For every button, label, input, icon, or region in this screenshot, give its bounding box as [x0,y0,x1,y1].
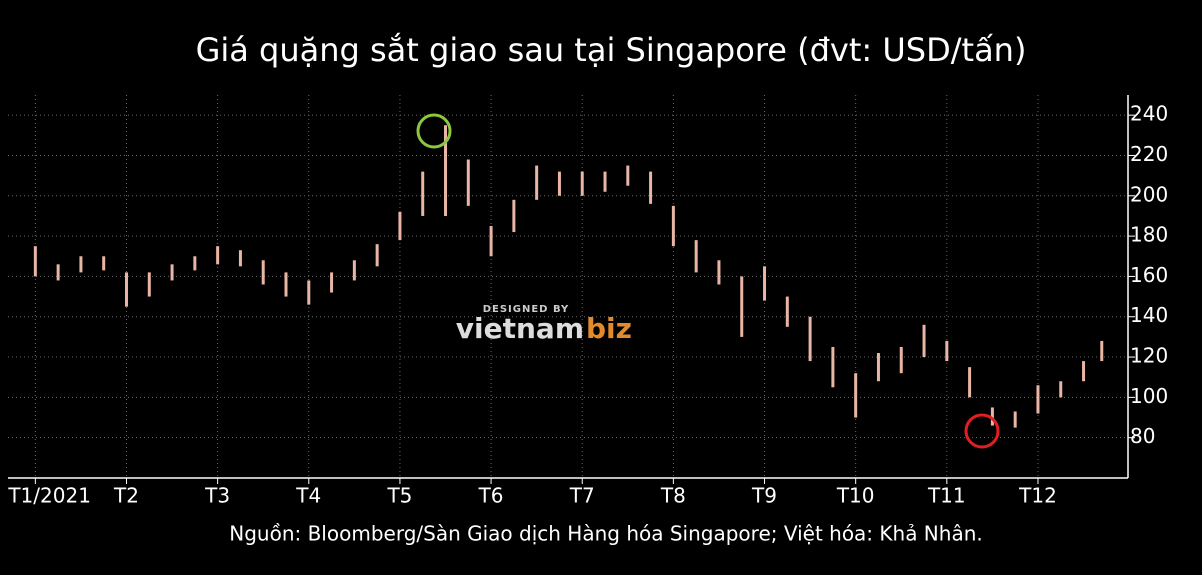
plot: 80 100 120 140 160 180 200 220 240 T1/2021 T2 T3 T4 T… [7,95,1168,508]
y-tick-label: 200 [1130,182,1168,206]
x-tick-label: T8 [660,484,686,508]
x-tick-label: T2 [113,484,139,508]
chart-title: Giá quặng sắt giao sau tại Singapore (đv… [196,31,1027,69]
y-tick-label: 120 [1130,344,1168,368]
y-tick-label: 100 [1130,384,1168,408]
peak-highlight [416,113,452,149]
y-tick-label: 80 [1130,424,1155,448]
source-note: Nguồn: Bloomberg/Sàn Giao dịch Hàng hóa … [229,522,983,546]
y-tick-label: 220 [1130,142,1168,166]
watermark-brand: vietnam [456,312,584,345]
watermark-top: DESIGNED BY [483,304,570,315]
x-tick-label: T12 [1018,484,1057,508]
y-tick-label: 140 [1130,303,1168,327]
x-tick-label: T3 [204,484,230,508]
x-tick-label: T9 [751,484,777,508]
y-tick-label: 240 [1130,102,1168,126]
x-tick-label: T4 [295,484,321,508]
low-highlight [964,413,1000,449]
watermark-brand-accent: biz [586,312,632,345]
x-tick-label: T1/2021 [7,484,91,508]
x-tick-label: T10 [836,484,875,508]
y-tick-label: 160 [1130,263,1168,287]
x-tick-label: T6 [478,484,504,508]
x-tick-label: T7 [569,484,595,508]
y-tick-label: 180 [1130,223,1168,247]
x-tick-label: T11 [927,484,966,508]
x-tick-label: T5 [386,484,412,508]
